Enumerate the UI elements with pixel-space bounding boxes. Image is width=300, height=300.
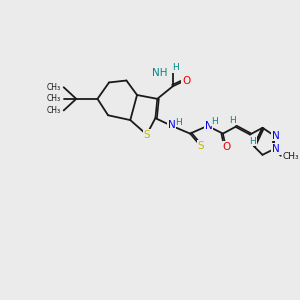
Text: N: N: [205, 121, 212, 131]
Text: H: H: [211, 116, 217, 125]
Text: O: O: [223, 142, 231, 152]
Text: CH₃: CH₃: [47, 106, 61, 115]
Text: H: H: [229, 116, 236, 124]
Text: CH₃: CH₃: [283, 152, 299, 161]
Text: H: H: [175, 118, 182, 127]
Text: CH₃: CH₃: [47, 94, 61, 103]
Text: NH: NH: [152, 68, 168, 78]
Text: CH₃: CH₃: [47, 83, 61, 92]
Text: N: N: [168, 120, 176, 130]
Text: S: S: [143, 130, 150, 140]
Text: N: N: [272, 130, 280, 140]
Text: O: O: [182, 76, 190, 85]
Text: H: H: [250, 137, 256, 146]
Text: N: N: [272, 144, 280, 154]
Text: H: H: [172, 64, 179, 73]
Text: S: S: [197, 141, 204, 151]
